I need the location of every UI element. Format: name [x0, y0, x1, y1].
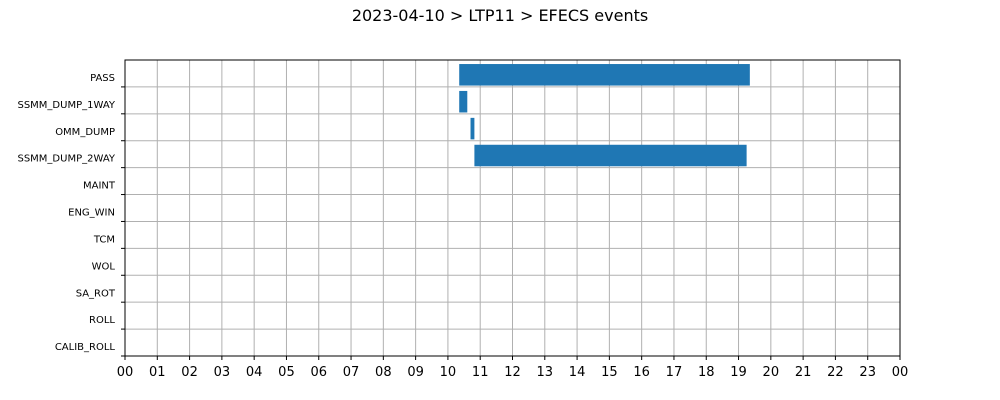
- event-bar: [459, 64, 750, 86]
- chart-title: 2023-04-10 > LTP11 > EFECS events: [351, 6, 649, 25]
- x-tick-label: 21: [795, 365, 812, 380]
- y-tick-label: ENG_WIN: [68, 208, 115, 219]
- y-tick-label: CALIB_ROLL: [55, 342, 116, 353]
- y-tick-label: SSMM_DUMP_1WAY: [17, 100, 115, 111]
- event-bar: [470, 117, 475, 140]
- x-tick-label: 01: [149, 365, 166, 380]
- x-tick-label: 15: [601, 365, 618, 380]
- plot-frame: [124, 59, 901, 357]
- x-tick-label: 00: [117, 365, 134, 380]
- x-tick-label: 20: [763, 365, 780, 380]
- x-tick-label: 23: [859, 365, 876, 380]
- x-tick-label: 22: [827, 365, 844, 380]
- x-tick-label: 14: [569, 365, 586, 380]
- x-tick-label: 06: [310, 365, 327, 380]
- y-tick-label: OMM_DUMP: [55, 127, 115, 138]
- x-tick-label: 10: [440, 365, 457, 380]
- x-tick-label: 17: [666, 365, 683, 380]
- y-tick-label: TCM: [93, 234, 115, 245]
- x-tick-label: 16: [633, 365, 650, 380]
- y-tick-label: WOL: [92, 261, 116, 272]
- y-tick-label: SSMM_DUMP_2WAY: [17, 154, 115, 165]
- x-tick-label: 19: [730, 365, 747, 380]
- x-tick-label: 08: [375, 365, 392, 380]
- x-tick-label: 05: [278, 365, 295, 380]
- x-tick-label: 09: [407, 365, 424, 380]
- y-tick-label: PASS: [90, 73, 115, 84]
- x-tick-label: 03: [214, 365, 231, 380]
- x-tick-label: 12: [504, 365, 521, 380]
- x-tick-label: 02: [181, 365, 198, 380]
- x-tick-label: 04: [246, 365, 263, 380]
- y-tick-label: SA_ROT: [76, 288, 116, 299]
- event-bar: [474, 144, 747, 167]
- event-bar: [459, 90, 468, 113]
- x-tick-label: 18: [698, 365, 715, 380]
- x-tick-label: 07: [343, 365, 360, 380]
- x-tick-label: 11: [472, 365, 489, 380]
- x-tick-label: 00: [892, 365, 909, 380]
- y-tick-label: ROLL: [89, 315, 115, 326]
- x-tick-label: 13: [537, 365, 554, 380]
- y-tick-label: MAINT: [83, 181, 116, 192]
